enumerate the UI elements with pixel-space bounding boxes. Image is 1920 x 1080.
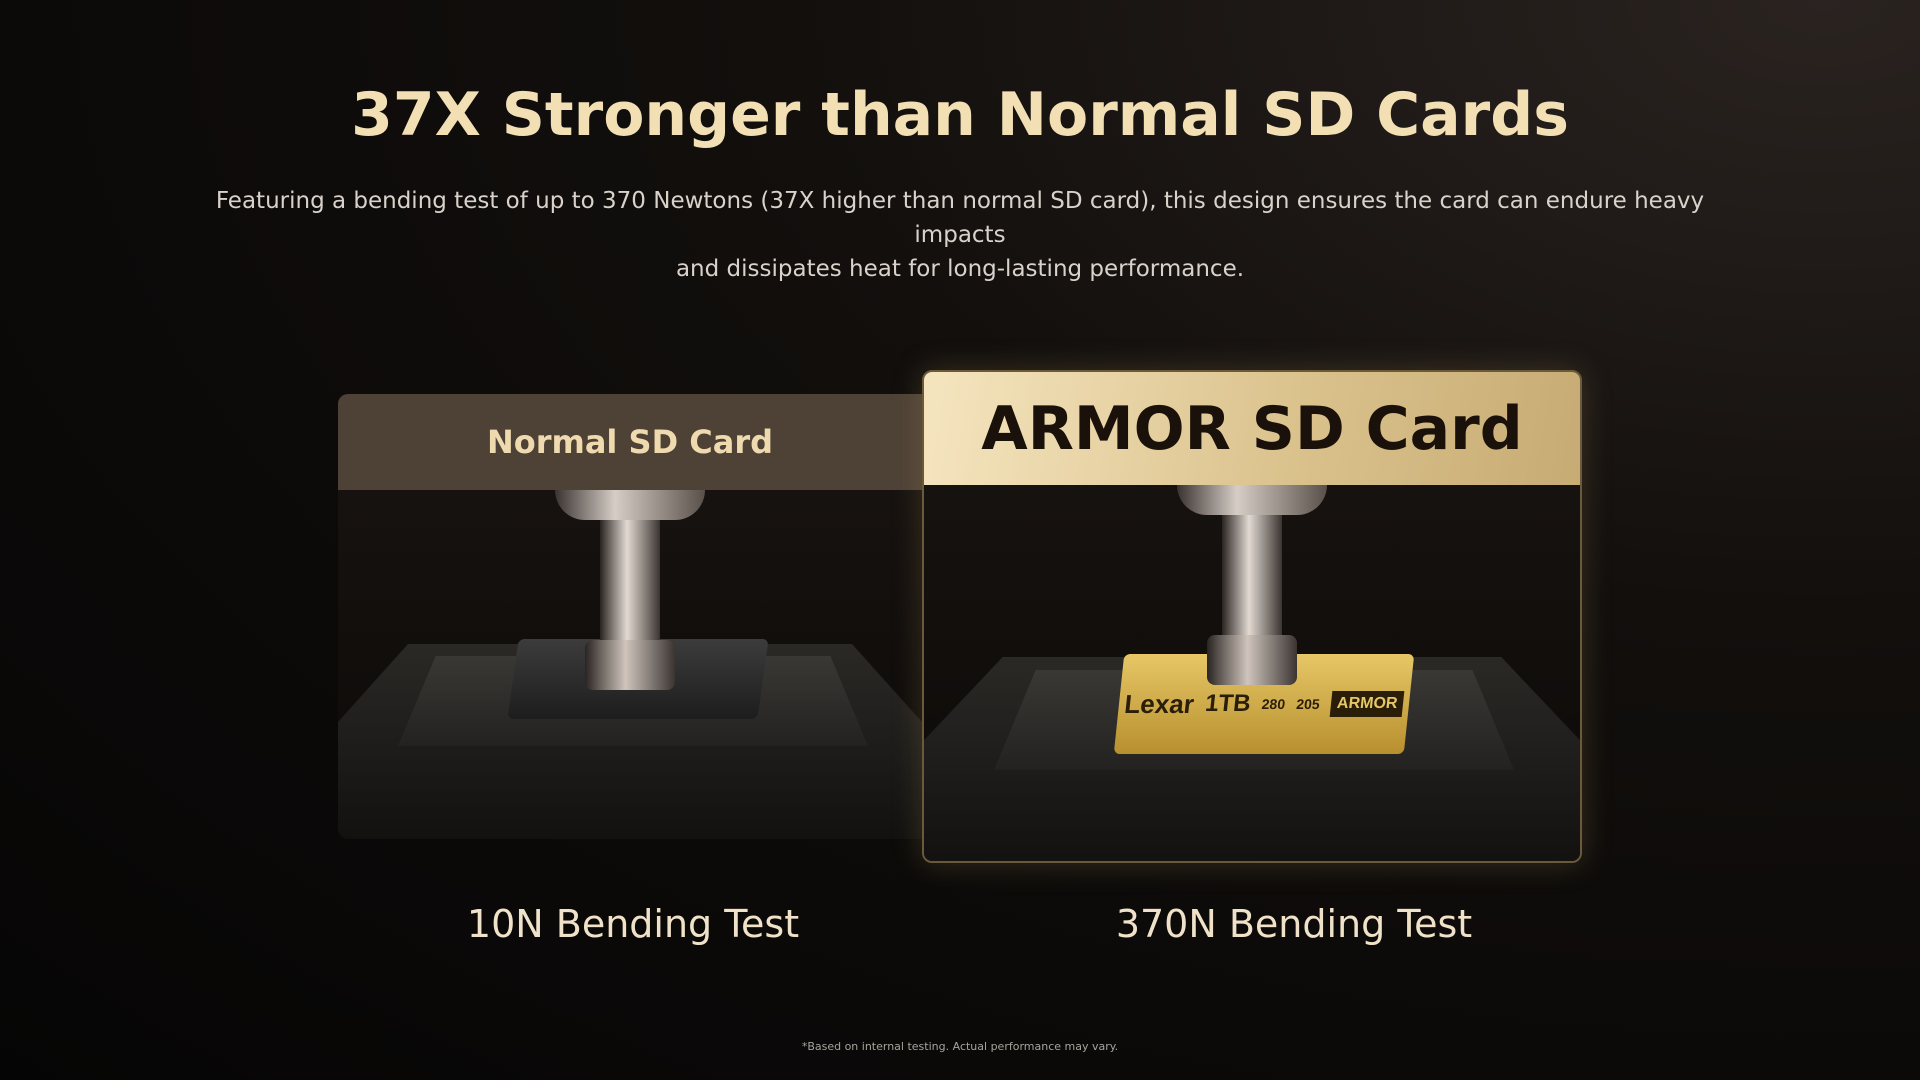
card-write-speed: 205 bbox=[1295, 696, 1321, 712]
press-piston-image bbox=[1177, 485, 1327, 685]
card-brand: Lexar bbox=[1123, 688, 1196, 719]
subtitle-line-2: and dissipates heat for long-lasting per… bbox=[675, 256, 1245, 282]
normal-sd-card-panel: Normal SD Card bbox=[338, 394, 922, 839]
card-read-speed: 280 bbox=[1260, 696, 1286, 712]
normal-card-header: Normal SD Card bbox=[338, 394, 922, 490]
card-armor-badge: ARMOR bbox=[1329, 691, 1405, 717]
press-piston-image bbox=[555, 490, 705, 690]
armor-sd-card-panel: ARMOR SD Card Lexar 1TB 280 205 ARMOR bbox=[922, 370, 1582, 863]
subtitle: Featuring a bending test of up to 370 Ne… bbox=[180, 184, 1740, 286]
armor-bending-test-caption: 370N Bending Test bbox=[1115, 902, 1473, 946]
subtitle-line-1: Featuring a bending test of up to 370 Ne… bbox=[215, 188, 1705, 248]
footnote: *Based on internal testing. Actual perfo… bbox=[801, 1040, 1119, 1053]
page-title: 37X Stronger than Normal SD Cards bbox=[351, 80, 1569, 150]
normal-bending-test-caption: 10N Bending Test bbox=[466, 902, 800, 946]
armor-card-header: ARMOR SD Card bbox=[924, 372, 1580, 485]
card-capacity: 1TB bbox=[1203, 690, 1253, 717]
